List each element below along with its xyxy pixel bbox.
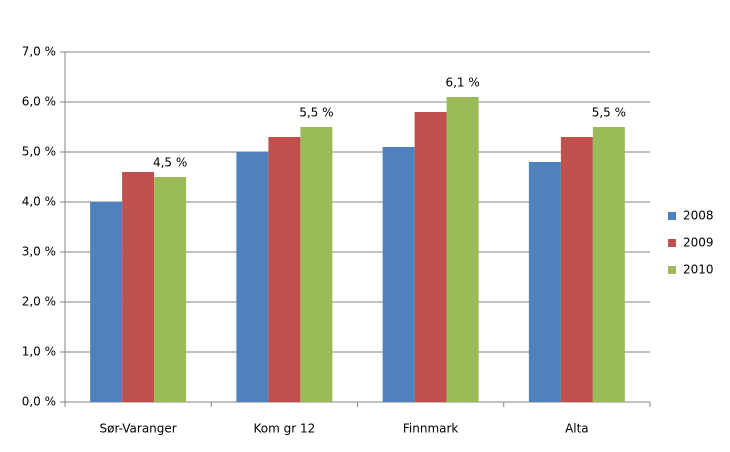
data-label: 5,5 % <box>592 106 626 120</box>
x-tick-label: Sør-Varanger <box>100 422 177 436</box>
data-label: 5,5 % <box>299 106 333 120</box>
bar <box>268 137 301 402</box>
legend-label: 2008 <box>683 209 714 223</box>
bar <box>446 97 479 402</box>
bar <box>300 127 333 402</box>
bar <box>236 152 269 402</box>
bar <box>560 137 593 402</box>
data-label: 6,1 % <box>445 76 479 90</box>
legend-swatch <box>668 266 676 274</box>
y-tick-label: 4,0 % <box>22 195 56 209</box>
y-tick-label: 5,0 % <box>22 145 56 159</box>
bar <box>154 177 187 402</box>
legend-swatch <box>668 212 676 220</box>
bar <box>528 162 561 402</box>
legend-swatch <box>668 239 676 247</box>
legend-label: 2010 <box>683 263 714 277</box>
data-label: 4,5 % <box>153 156 187 170</box>
x-tick-label: Alta <box>565 422 589 436</box>
y-tick-label: 3,0 % <box>22 245 56 259</box>
bar <box>382 147 415 402</box>
bar <box>122 172 155 402</box>
legend-label: 2009 <box>683 236 714 250</box>
y-tick-label: 6,0 % <box>22 95 56 109</box>
x-tick-label: Finnmark <box>403 422 459 436</box>
bar <box>414 112 447 402</box>
y-tick-label: 1,0 % <box>22 345 56 359</box>
y-tick-label: 7,0 % <box>22 45 56 59</box>
bar <box>592 127 625 402</box>
bar <box>90 202 123 402</box>
y-tick-label: 2,0 % <box>22 295 56 309</box>
y-tick-label: 0,0 % <box>22 395 56 409</box>
x-tick-label: Kom gr 12 <box>253 422 315 436</box>
